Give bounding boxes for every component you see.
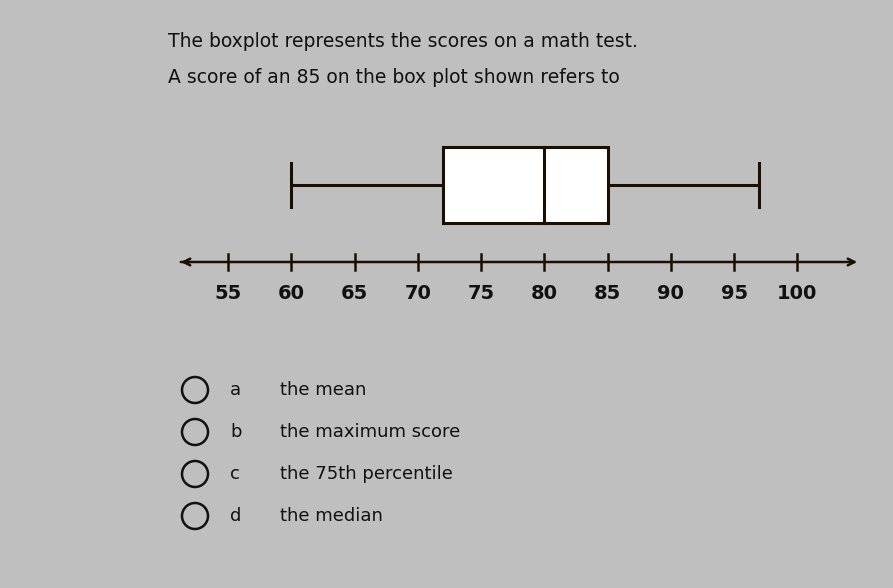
Text: 70: 70 xyxy=(405,284,431,303)
Text: the mean: the mean xyxy=(280,381,366,399)
Text: 85: 85 xyxy=(594,284,622,303)
Text: 95: 95 xyxy=(721,284,747,303)
Text: 90: 90 xyxy=(657,284,684,303)
Text: 75: 75 xyxy=(467,284,495,303)
FancyBboxPatch shape xyxy=(443,147,607,223)
Text: 100: 100 xyxy=(777,284,818,303)
Text: d: d xyxy=(230,507,241,525)
Text: the 75th percentile: the 75th percentile xyxy=(280,465,453,483)
Text: c: c xyxy=(230,465,240,483)
Text: the median: the median xyxy=(280,507,383,525)
Text: 65: 65 xyxy=(341,284,368,303)
Text: A score of an 85 on the box plot shown refers to: A score of an 85 on the box plot shown r… xyxy=(168,68,620,87)
Text: a: a xyxy=(230,381,241,399)
Text: 60: 60 xyxy=(278,284,305,303)
Text: the maximum score: the maximum score xyxy=(280,423,460,441)
Text: The boxplot represents the scores on a math test.: The boxplot represents the scores on a m… xyxy=(168,32,638,51)
Text: 55: 55 xyxy=(214,284,242,303)
Text: b: b xyxy=(230,423,241,441)
Text: 80: 80 xyxy=(530,284,558,303)
